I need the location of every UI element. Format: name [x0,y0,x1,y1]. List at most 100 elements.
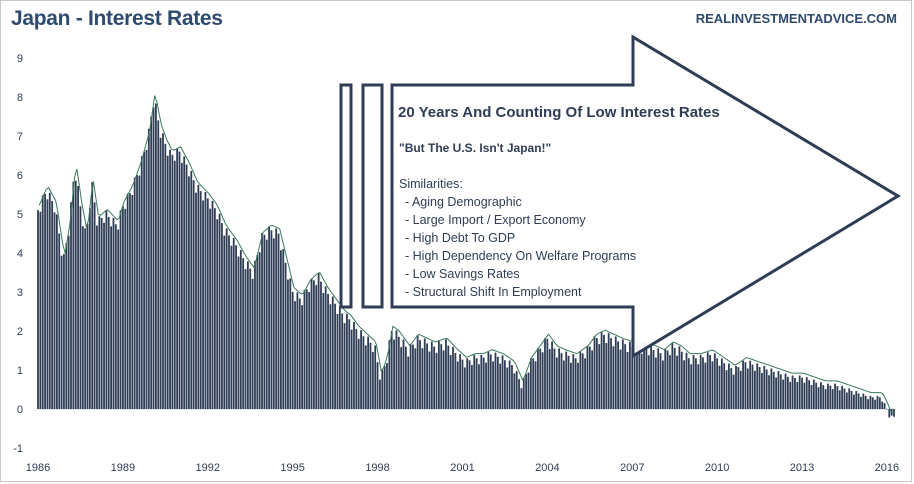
rate-bar [294,301,296,409]
rate-bar [749,360,752,409]
rate-bar [379,379,381,409]
rate-bar [671,342,674,409]
rate-bar [683,360,686,409]
rate-bar [138,175,141,409]
rate-bar [272,238,275,409]
rate-bar [197,184,200,409]
rate-bar [527,372,530,409]
rate-bar [478,364,480,409]
rate-bar [416,335,419,409]
rate-bar [831,389,834,409]
rate-bar [647,355,650,409]
rate-bar [480,354,483,409]
rate-bar [331,296,334,409]
rate-bar [206,198,209,409]
annotation-subhead: "But The U.S. Isn't Japan!" [399,141,551,155]
rate-bar [848,388,851,409]
rate-bar [581,353,584,409]
rate-bar [133,177,136,409]
rate-bar [244,269,247,409]
rate-bar [393,339,395,409]
rate-bar [303,289,306,409]
x-tick-label: 1998 [365,462,389,474]
rate-bar [350,329,353,409]
annotation-item: - Large Import / Export Economy [405,213,586,227]
rate-bar [782,379,785,409]
rate-bar [605,343,608,409]
rate-bar [570,362,572,409]
rate-bar [489,354,492,409]
chart-source: REALINVESTMENTADVICE.COM [695,11,897,26]
rate-bar [246,261,249,409]
rate-bar [121,206,124,409]
rate-bar [853,394,855,409]
rate-bar [162,133,164,409]
rate-bar [338,306,341,409]
rate-bar [202,200,204,409]
rate-bar [794,377,796,409]
x-tick-label: 1986 [26,462,50,474]
rate-bar [548,349,551,409]
rate-bar [617,341,619,409]
rate-bar [890,409,893,416]
y-tick-label: 9 [17,53,23,65]
rate-bar [628,341,631,409]
x-tick-label: 2010 [705,462,729,474]
annotation-item: - Aging Demographic [405,195,522,209]
rate-bar [440,344,443,409]
rate-bar [442,350,445,409]
rate-bar [169,149,171,409]
rate-bar [746,368,749,409]
rate-bar [261,233,263,409]
rate-bar [376,362,379,409]
rate-bar [100,217,103,409]
rate-bar [751,364,754,409]
rate-bar [404,346,407,409]
rate-bar [827,383,829,409]
rate-bar [348,319,351,409]
rate-bar [65,243,68,409]
rate-bar [117,229,120,409]
rate-bar [454,352,457,409]
rate-bar [93,202,96,409]
rate-bar [265,239,268,409]
rate-bar [817,387,820,409]
rate-bar [572,354,575,409]
rate-bar [824,389,827,409]
rate-bar [770,368,773,409]
rate-bar [881,401,884,409]
rate-bar [223,235,226,409]
rate-bar [619,349,622,409]
rate-bar [329,304,332,409]
rate-bar [504,360,506,409]
rate-bar [364,345,367,409]
rate-bar [702,357,704,409]
rate-bar [452,346,454,409]
rate-bar [279,250,282,409]
rate-bar [268,226,270,409]
rate-bar [711,361,714,409]
rate-bar [666,350,669,409]
rate-bar [414,348,417,409]
rate-bar [152,107,155,410]
rate-bar [322,292,325,409]
rate-bar [336,313,339,409]
rate-bar [388,340,391,409]
rate-bar [251,278,254,409]
rate-bar [360,330,362,409]
rate-bar [199,191,202,409]
rate-bar [284,262,287,409]
rate-bar [508,360,511,409]
rate-bar [801,377,803,409]
rate-bar [291,292,294,409]
rate-bar [588,346,591,409]
rate-bar [468,360,471,409]
rate-bar [39,211,42,409]
rate-bar [81,226,84,409]
rate-bar [289,278,292,409]
rate-bar [697,364,700,409]
rate-bar [129,193,131,409]
rate-bar [763,365,766,409]
rate-bar [136,175,138,409]
bracket-right-box [361,83,384,309]
